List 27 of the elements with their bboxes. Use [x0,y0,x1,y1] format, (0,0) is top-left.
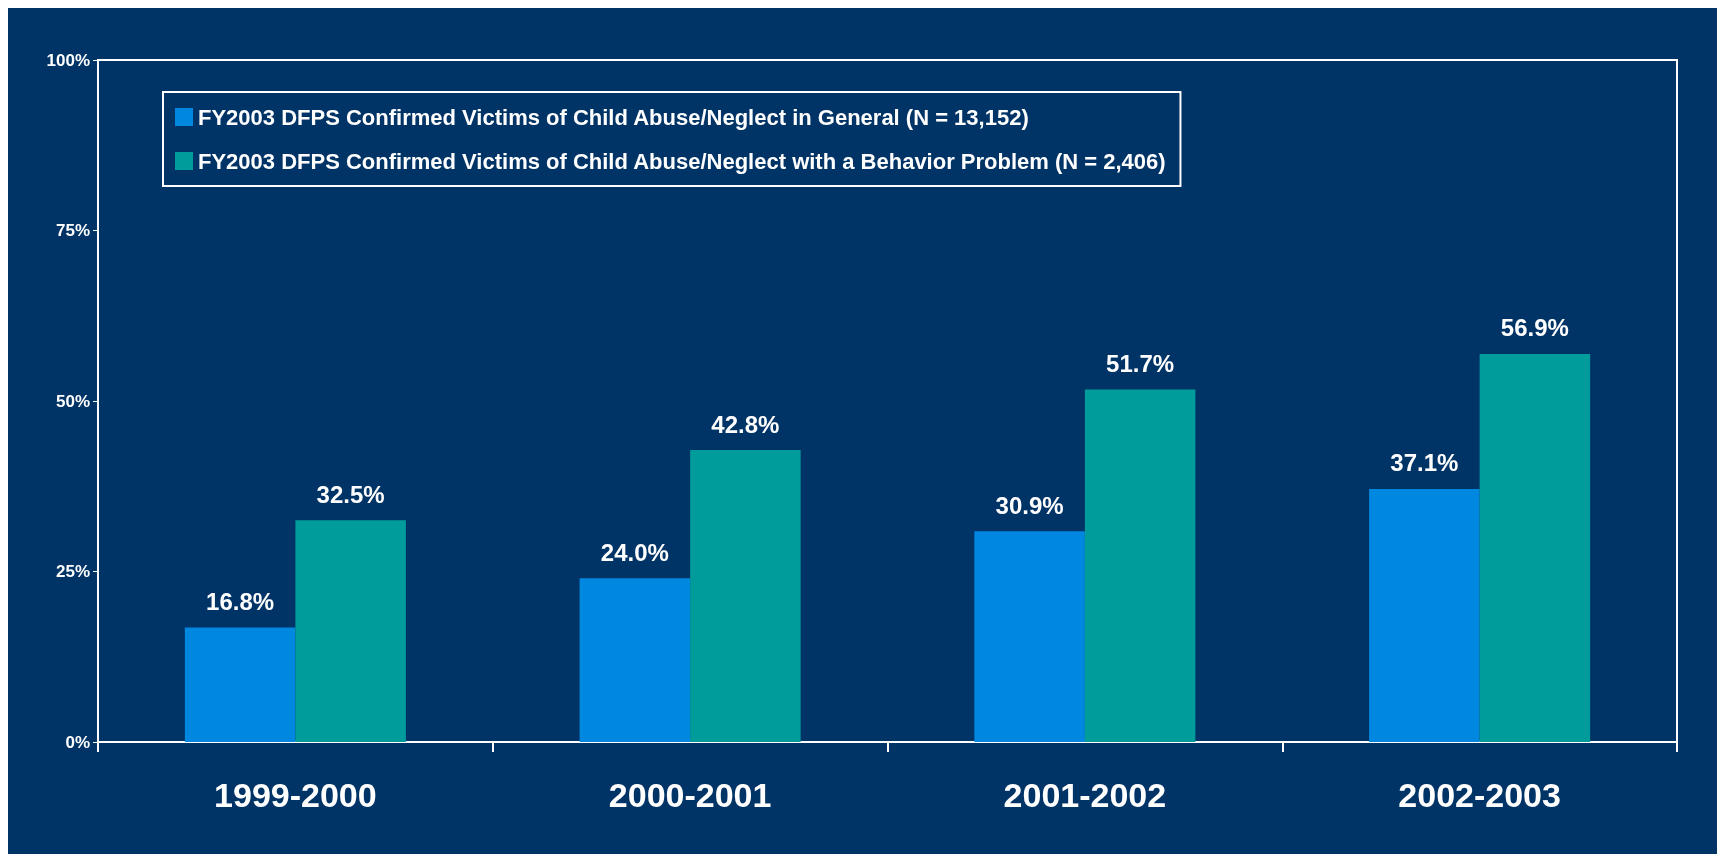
y-tick-label: 0% [65,732,90,752]
data-label: 42.8% [711,410,780,438]
data-label: 16.8% [206,587,275,615]
data-label: 56.9% [1500,314,1569,342]
data-label: 37.1% [1390,449,1459,477]
y-tick-label: 75% [55,221,90,240]
bar [184,627,296,742]
legend-label: FY2003 DFPS Confirmed Victims of Child Abuse/Neglect with a Behavior Problem (N = 2,406) [198,148,1166,174]
bar [1084,389,1196,742]
y-tick-label: 50% [55,391,90,411]
data-label: 32.5% [316,480,385,508]
legend-label: FY2003 DFPS Confirmed Victims of Child Abuse/Neglect in General (N = 13,152) [198,104,1029,130]
bar [1369,488,1480,742]
x-tick-label: 2002-2003 [1398,776,1561,814]
x-tick-label: 2000-2001 [608,776,772,814]
bar [974,531,1085,742]
bar [579,578,691,742]
x-tick-label: 1999-2000 [214,776,377,814]
bar [690,450,801,742]
data-label: 51.7% [1106,349,1175,377]
data-label: 30.9% [995,491,1064,519]
x-tick-label: 2001-2002 [1003,776,1167,814]
y-tick-label: 100% [46,50,90,70]
data-label: 24.0% [600,538,669,566]
bar [1479,353,1591,742]
y-tick-label: 25% [55,562,90,581]
bar [295,520,406,742]
